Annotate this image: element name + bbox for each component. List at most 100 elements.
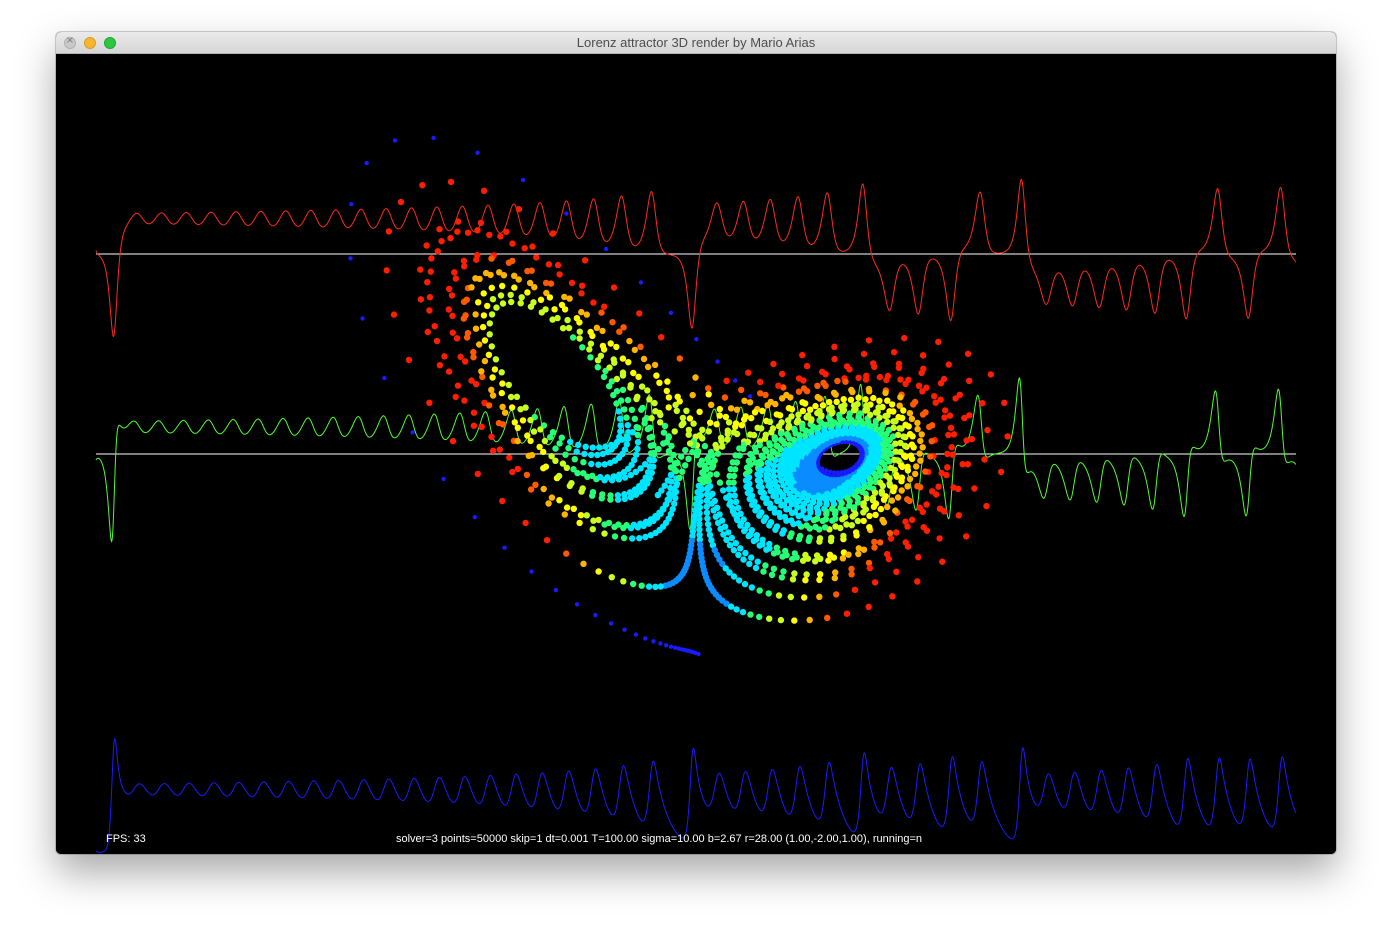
- attractor-point: [884, 397, 891, 404]
- attractor-point: [831, 574, 838, 582]
- attractor-point: [498, 369, 505, 376]
- attractor-point: [894, 494, 902, 501]
- render-canvas[interactable]: FPS: 33 solver=3 points=50000 skip=1 dt=…: [56, 54, 1336, 854]
- attractor-point: [587, 340, 595, 347]
- attractor-point: [648, 415, 655, 422]
- attractor-point: [950, 431, 958, 438]
- attractor-point: [696, 526, 703, 533]
- attractor-point: [349, 202, 354, 207]
- attractor-point: [860, 546, 868, 553]
- attractor-point: [565, 324, 573, 332]
- attractor-point: [617, 428, 624, 435]
- attractor-point: [987, 371, 994, 378]
- attractor-point: [1004, 433, 1011, 440]
- attractor-point: [862, 407, 869, 414]
- attractor-point: [549, 429, 557, 436]
- attractor-point: [691, 507, 699, 514]
- attractor-point: [839, 555, 847, 562]
- attractor-point: [847, 396, 855, 403]
- attractor-point: [886, 408, 893, 415]
- attractor-point: [816, 576, 823, 584]
- attractor-point: [895, 360, 903, 367]
- attractor-point: [867, 411, 874, 418]
- attractor-point: [748, 414, 755, 422]
- attractor-point: [902, 380, 909, 387]
- attractor-point: [878, 472, 885, 479]
- attractor-point: [803, 571, 810, 578]
- attractor-point: [530, 428, 538, 435]
- attractor-point: [508, 298, 515, 306]
- attractor-point: [638, 582, 645, 589]
- attractor-point: [968, 435, 976, 443]
- attractor-point: [472, 311, 479, 318]
- attractor-point: [630, 521, 638, 528]
- attractor-point: [775, 509, 783, 517]
- attractor-point: [705, 428, 712, 435]
- attractor-point: [488, 343, 495, 350]
- attractor-point: [814, 409, 821, 417]
- attractor-point: [647, 450, 655, 457]
- attractor-point: [846, 497, 853, 505]
- attractor-point: [603, 246, 609, 252]
- attractor-point: [796, 532, 804, 540]
- attractor-point: [822, 382, 829, 389]
- attractor-point: [580, 470, 587, 477]
- attractor-point: [884, 503, 891, 511]
- minimize-button[interactable]: [84, 37, 96, 49]
- attractor-point: [906, 430, 914, 438]
- attractor-point: [840, 532, 847, 540]
- attractor-point: [348, 256, 353, 261]
- attractor-point: [621, 406, 628, 413]
- attractor-point: [605, 519, 613, 527]
- attractor-point: [840, 396, 847, 403]
- attractor-point: [997, 468, 1005, 476]
- attractor-point: [892, 507, 899, 514]
- attractor-point: [620, 578, 627, 585]
- attractor-point: [583, 311, 590, 318]
- attractor-point: [493, 304, 500, 311]
- attractor-point: [946, 412, 954, 419]
- attractor-point: [507, 393, 515, 401]
- attractor-point: [780, 501, 788, 509]
- attractor-point: [593, 324, 601, 331]
- attractor-point: [448, 292, 456, 299]
- zoom-button[interactable]: [104, 37, 116, 49]
- title-bar[interactable]: Lorenz attractor 3D render by Mario Aria…: [56, 32, 1336, 54]
- attractor-point: [966, 412, 973, 419]
- attractor-point: [488, 386, 495, 393]
- attractor-point: [661, 422, 669, 430]
- attractor-point: [758, 425, 765, 432]
- attractor-point: [872, 500, 880, 507]
- attractor-point: [940, 508, 948, 515]
- attractor-point: [799, 557, 807, 564]
- attractor-point: [803, 414, 810, 421]
- attractor-point: [739, 608, 747, 616]
- attractor-point: [919, 444, 926, 451]
- attractor-point: [593, 612, 598, 618]
- attractor-point: [767, 519, 775, 526]
- attractor-point: [889, 433, 897, 440]
- attractor-point: [647, 516, 655, 523]
- attractor-point: [801, 594, 808, 601]
- attractor-point: [742, 549, 749, 557]
- attractor-point: [817, 555, 824, 562]
- close-button[interactable]: [64, 35, 76, 49]
- attractor-point: [848, 571, 855, 578]
- attractor-point: [470, 348, 477, 356]
- attractor-point: [917, 437, 924, 445]
- attractor-point: [486, 231, 493, 239]
- attractor-point: [791, 617, 798, 624]
- attractor-point: [682, 446, 689, 454]
- attractor-point: [613, 343, 620, 351]
- attractor-point: [783, 551, 790, 559]
- attractor-point: [914, 425, 921, 433]
- attractor-point: [825, 557, 832, 564]
- attractor-point: [791, 426, 798, 433]
- attractor-point: [884, 418, 891, 426]
- attractor-point: [866, 512, 873, 520]
- attractor-point: [555, 472, 563, 480]
- attractor-point: [497, 233, 504, 240]
- attractor-point: [799, 351, 806, 359]
- attractor-point: [511, 419, 518, 426]
- attractor-point: [735, 577, 743, 584]
